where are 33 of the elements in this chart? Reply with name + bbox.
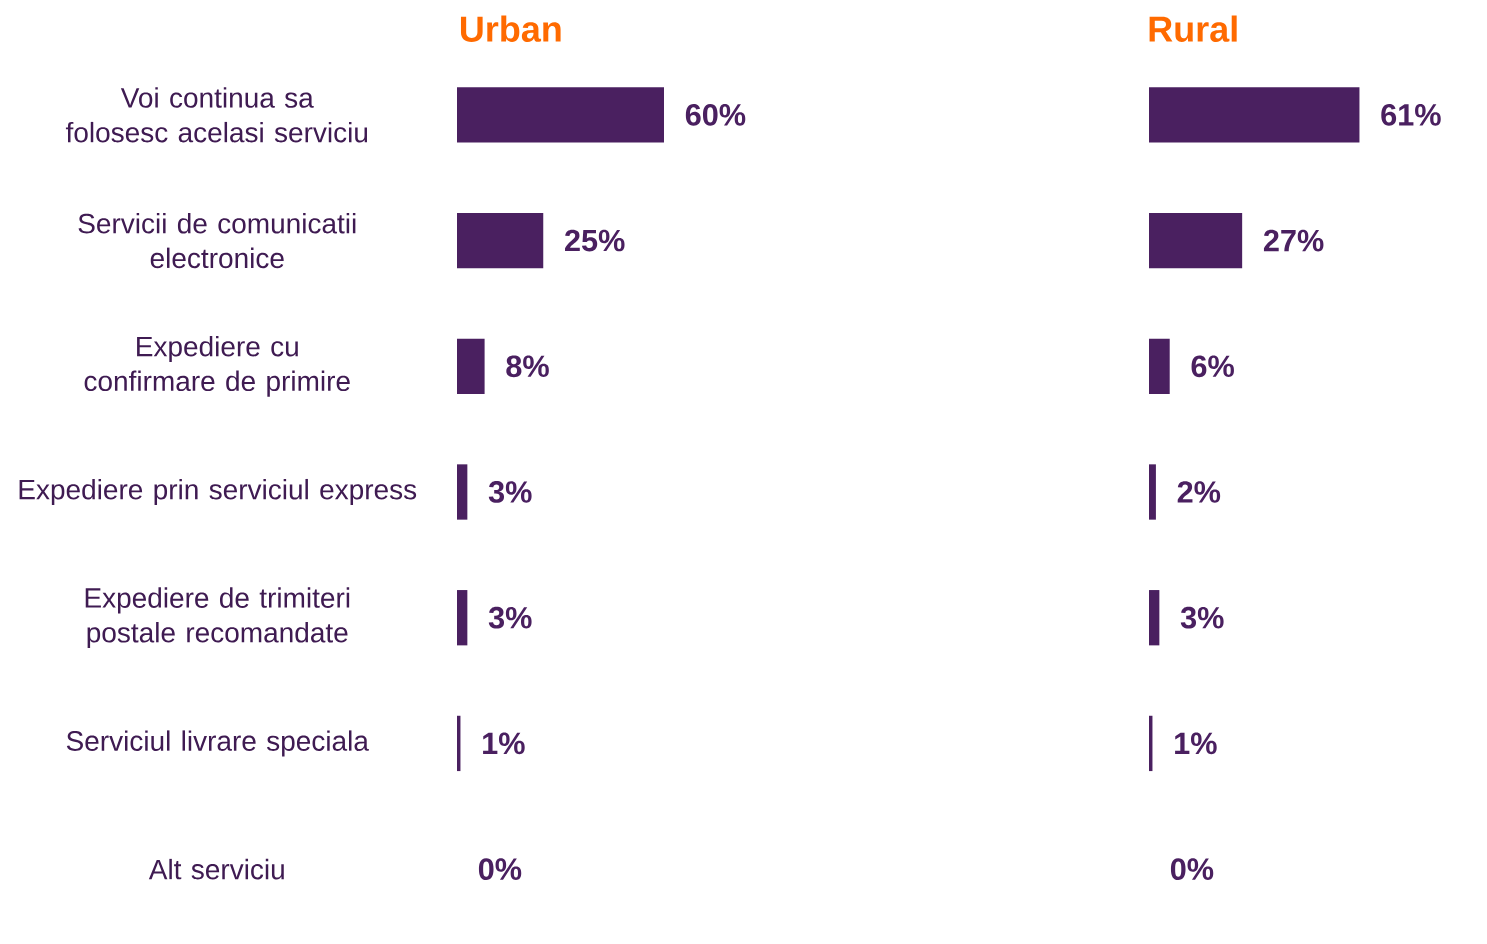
data-label: 3% <box>488 606 532 629</box>
bar <box>457 464 468 520</box>
data-label: 3% <box>488 481 532 503</box>
data-label: 1% <box>483 732 525 755</box>
bar <box>1149 464 1156 520</box>
bar <box>457 212 544 269</box>
bar <box>1149 590 1160 646</box>
data-label: 0% <box>1170 858 1214 880</box>
chart-title: Rural <box>1149 15 1237 42</box>
bar <box>1149 338 1170 394</box>
data-label: 61% <box>1381 104 1441 126</box>
data-label: 27% <box>1263 229 1324 252</box>
data-label: 25% <box>565 229 625 252</box>
bar <box>457 87 664 143</box>
data-label: 60% <box>685 104 746 126</box>
y-tick-label: Serviciul livrare speciala <box>66 730 369 757</box>
bar <box>1149 212 1243 269</box>
data-label: 3% <box>1180 606 1224 629</box>
data-label: 8% <box>506 355 549 378</box>
data-label: 2% <box>1177 481 1221 503</box>
chart-title: Urban <box>460 15 561 42</box>
data-label: 0% <box>478 858 522 880</box>
y-tick-label: Voi continua sa folosesc acelasi serviciu <box>65 87 368 143</box>
y-tick-label: Expediere de trimiteri postale recomandate <box>85 587 350 649</box>
y-tick-label: Expediere prin serviciul express <box>19 478 417 506</box>
data-label: 6% <box>1191 355 1234 378</box>
y-tick-label: Alt serviciu <box>148 858 284 880</box>
y-tick-label: Servicii de comunicatii electronice <box>78 212 356 269</box>
y-tick-label: Expediere cu confirmare de primire <box>84 335 350 397</box>
bar <box>1149 87 1360 143</box>
bar <box>457 338 485 394</box>
bar <box>457 590 468 646</box>
data-label: 1% <box>1175 732 1217 755</box>
